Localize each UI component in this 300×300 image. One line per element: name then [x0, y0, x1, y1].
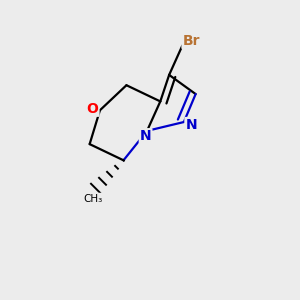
- Text: O: O: [87, 102, 98, 116]
- Text: N: N: [185, 118, 197, 132]
- Text: N: N: [140, 129, 152, 143]
- Text: CH₃: CH₃: [83, 194, 102, 204]
- Text: Br: Br: [182, 34, 200, 48]
